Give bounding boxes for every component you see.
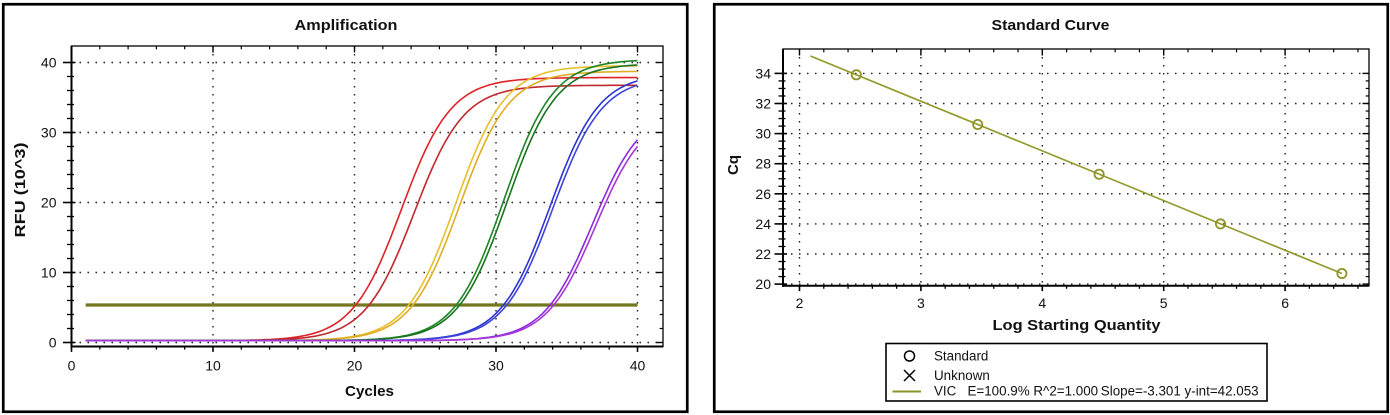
svg-text:VIC E=100.9% R^2=1.000 Slope: VIC E=100.9% R^2=1.000 Slope=-3.301 y-in… bbox=[934, 384, 1259, 399]
svg-text:40: 40 bbox=[630, 358, 646, 374]
svg-text:34: 34 bbox=[755, 65, 771, 81]
svg-text:24: 24 bbox=[755, 216, 771, 232]
svg-text:2: 2 bbox=[796, 295, 804, 311]
svg-text:20: 20 bbox=[41, 195, 57, 211]
svg-text:10: 10 bbox=[41, 265, 57, 281]
svg-text:Cq: Cq bbox=[725, 155, 742, 175]
svg-text:30: 30 bbox=[41, 125, 57, 141]
svg-text:20: 20 bbox=[755, 276, 771, 292]
svg-text:RFU (10^3): RFU (10^3) bbox=[12, 143, 29, 238]
svg-text:Standard: Standard bbox=[934, 349, 988, 364]
svg-text:32: 32 bbox=[755, 96, 771, 112]
svg-text:28: 28 bbox=[755, 156, 771, 172]
svg-text:4: 4 bbox=[1038, 295, 1046, 311]
svg-text:30: 30 bbox=[488, 358, 504, 374]
svg-text:26: 26 bbox=[755, 186, 771, 202]
svg-text:Log Starting Quantity: Log Starting Quantity bbox=[993, 317, 1162, 334]
svg-text:5: 5 bbox=[1160, 295, 1168, 311]
svg-text:3: 3 bbox=[917, 295, 925, 311]
svg-text:0: 0 bbox=[68, 358, 76, 374]
svg-text:Amplification: Amplification bbox=[295, 17, 398, 34]
svg-text:6: 6 bbox=[1281, 295, 1289, 311]
svg-text:10: 10 bbox=[205, 358, 221, 374]
svg-text:40: 40 bbox=[41, 55, 57, 71]
svg-text:22: 22 bbox=[755, 246, 771, 262]
svg-text:Cycles: Cycles bbox=[345, 383, 394, 400]
svg-text:Standard Curve: Standard Curve bbox=[992, 17, 1110, 34]
svg-text:Unknown: Unknown bbox=[934, 368, 990, 383]
svg-text:0: 0 bbox=[49, 335, 57, 351]
svg-text:20: 20 bbox=[347, 358, 363, 374]
svg-text:30: 30 bbox=[755, 126, 771, 142]
